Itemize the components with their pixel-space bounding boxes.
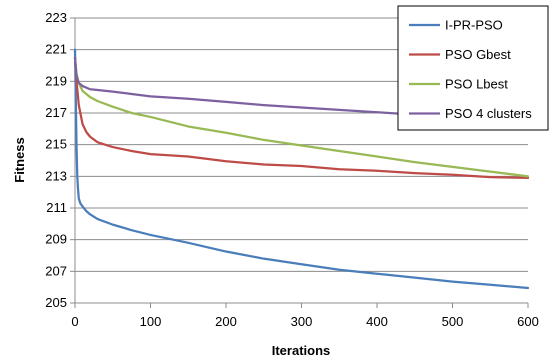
legend-label-2: PSO Gbest bbox=[445, 47, 511, 62]
series-line-4 bbox=[73, 56, 431, 117]
x-tick-label: 100 bbox=[140, 314, 162, 329]
x-tick-label: 600 bbox=[517, 314, 539, 329]
x-tick-label: 0 bbox=[71, 314, 78, 329]
series-line-2 bbox=[73, 56, 530, 180]
series-line-1 bbox=[73, 48, 530, 290]
legend-label-3: PSO Lbest bbox=[445, 77, 508, 92]
series-line-3 bbox=[73, 56, 530, 178]
legend: I-PR-PSO PSO Gbest PSO Lbest PSO 4 clusters bbox=[397, 5, 549, 131]
tick-labels: 205 207 209 211 213 215 217 219 221 223 0 100 200 300… bbox=[45, 10, 539, 329]
y-tick-label: 205 bbox=[45, 295, 67, 310]
y-tick-label: 217 bbox=[45, 105, 67, 120]
y-tick-label: 207 bbox=[45, 263, 67, 278]
y-axis-title: Fitness bbox=[12, 137, 27, 183]
x-tick-label: 400 bbox=[366, 314, 388, 329]
legend-box bbox=[397, 5, 549, 131]
y-tick-label: 211 bbox=[46, 200, 67, 215]
y-tick-label: 213 bbox=[45, 168, 67, 183]
series-lines bbox=[73, 48, 530, 290]
y-tick-label: 223 bbox=[45, 10, 67, 25]
x-tick-label: 200 bbox=[215, 314, 237, 329]
axes bbox=[70, 17, 529, 308]
x-axis-title: Iterations bbox=[272, 343, 331, 358]
y-tick-label: 215 bbox=[45, 137, 67, 152]
x-tick-label: 300 bbox=[291, 314, 313, 329]
y-tick-label: 209 bbox=[45, 232, 67, 247]
y-tick-label: 221 bbox=[45, 42, 67, 57]
legend-label-1: I-PR-PSO bbox=[445, 18, 503, 33]
y-tick-label: 219 bbox=[45, 73, 67, 88]
x-tick-label: 500 bbox=[442, 314, 464, 329]
legend-label-4: PSO 4 clusters bbox=[445, 106, 532, 121]
